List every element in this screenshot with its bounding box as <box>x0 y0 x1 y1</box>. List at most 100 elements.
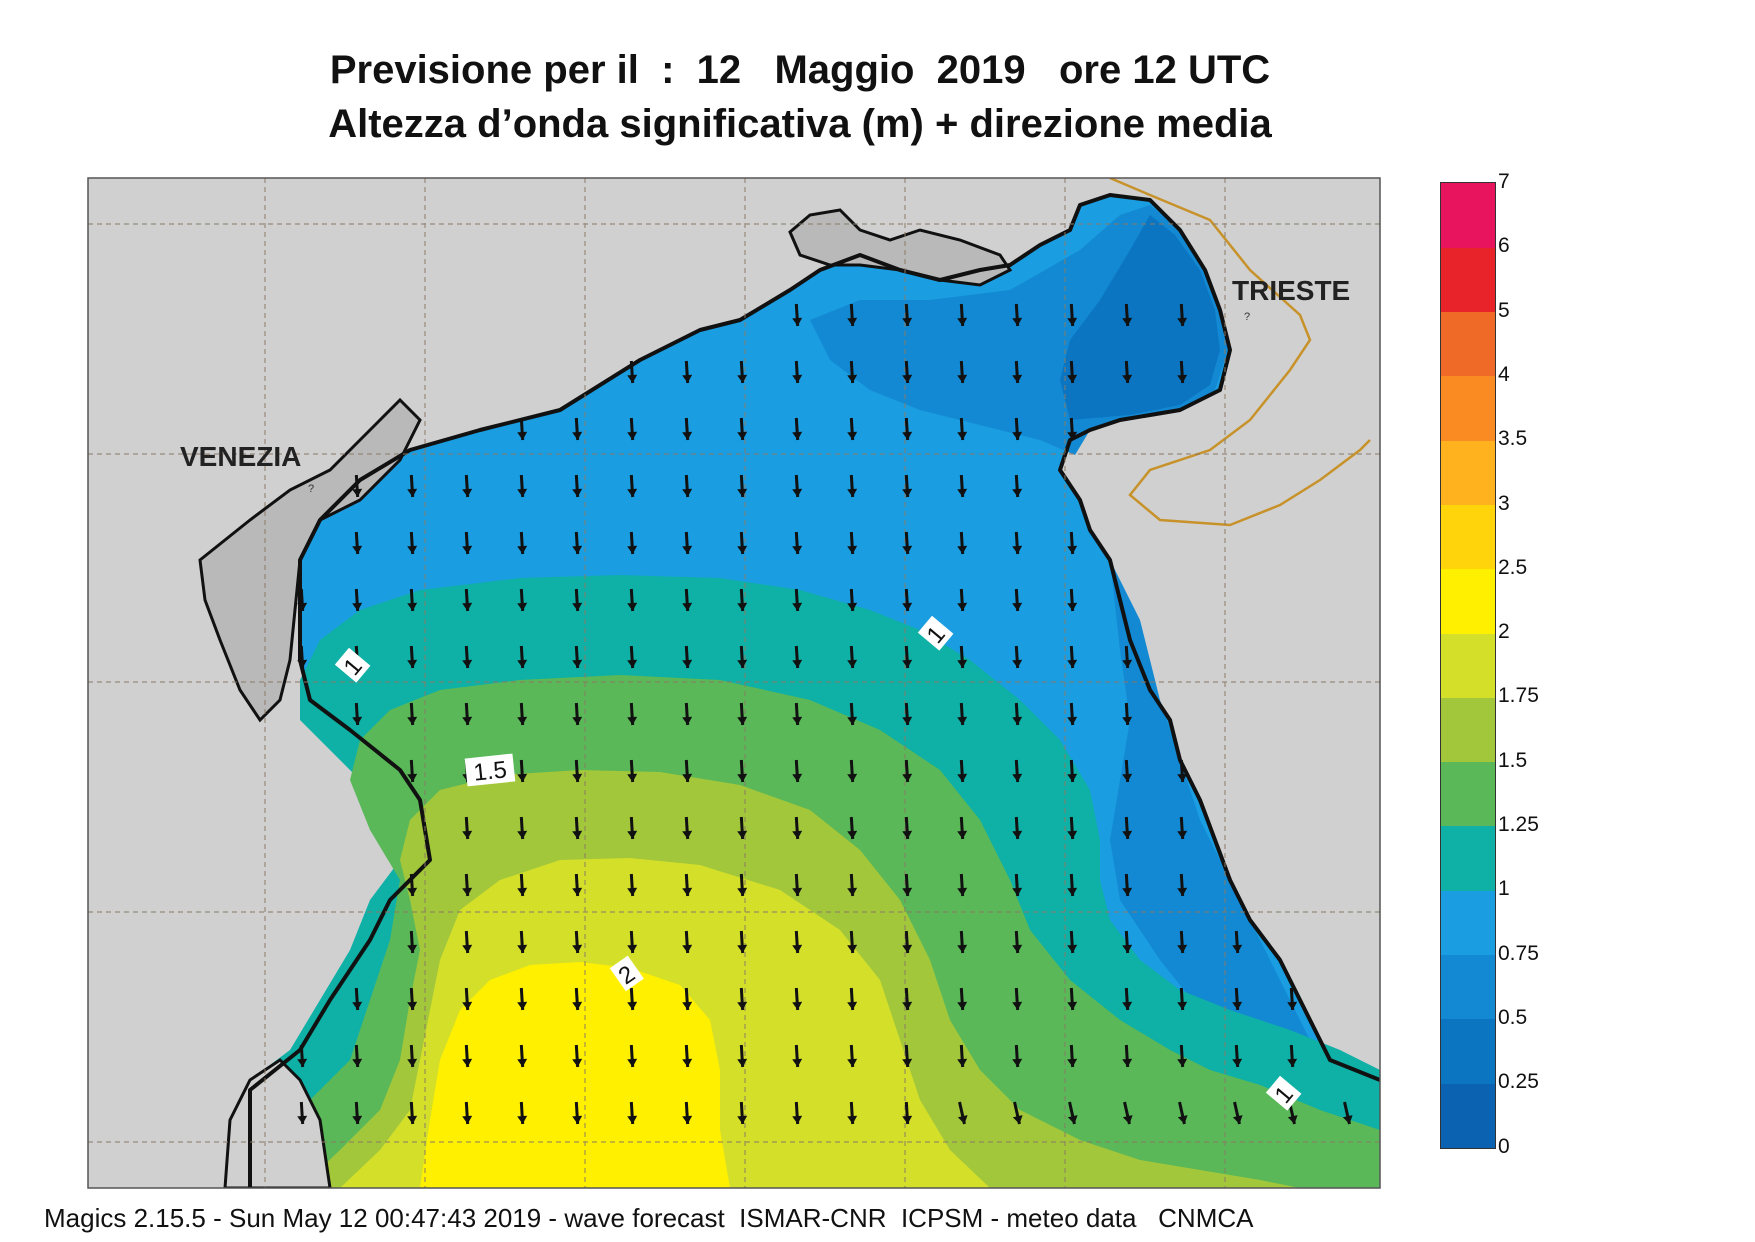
wave-arrow <box>902 873 913 897</box>
wave-arrow <box>462 645 473 669</box>
wave-arrow <box>957 930 968 954</box>
wave-arrow <box>1177 987 1188 1011</box>
wave-arrow <box>352 1044 363 1068</box>
place-label-trieste: TRIESTE <box>1232 275 1350 306</box>
sea-band-0.25 <box>1060 215 1220 420</box>
wave-arrow <box>517 759 528 783</box>
wave-arrow <box>847 417 858 441</box>
legend-value: 4 <box>1498 362 1510 386</box>
wave-arrow <box>1122 873 1133 897</box>
wave-arrow <box>1012 1044 1023 1068</box>
wave-arrow <box>792 816 803 840</box>
wave-arrow <box>407 1044 418 1068</box>
wave-arrow <box>847 531 858 555</box>
wave-arrow <box>517 873 528 897</box>
wave-arrow <box>627 873 638 897</box>
wave-arrow <box>792 588 803 612</box>
wave-arrow <box>682 531 693 555</box>
wave-arrow <box>1122 303 1133 327</box>
wave-arrow <box>1067 303 1078 327</box>
wave-arrow <box>572 1101 583 1125</box>
wave-arrow <box>462 474 473 498</box>
wave-arrow <box>957 987 968 1011</box>
wave-arrow <box>847 702 858 726</box>
legend-swatch <box>1441 504 1495 570</box>
wave-arrow <box>847 645 858 669</box>
wave-arrow <box>1122 987 1133 1011</box>
legend-swatch <box>1441 375 1495 441</box>
wave-arrow <box>517 588 528 612</box>
legend-value: 0.75 <box>1498 941 1539 965</box>
wave-arrow <box>682 702 693 726</box>
wave-arrow <box>792 987 803 1011</box>
wave-arrow <box>352 1101 363 1125</box>
legend-swatch <box>1441 311 1495 377</box>
wave-arrow <box>1122 816 1133 840</box>
wave-arrow <box>847 1044 858 1068</box>
wave-arrow <box>1122 360 1133 384</box>
wave-arrow <box>902 360 913 384</box>
wave-arrow <box>1067 360 1078 384</box>
wave-arrow <box>957 1101 968 1125</box>
wave-arrow <box>517 930 528 954</box>
wave-arrow <box>737 816 748 840</box>
footer-credits: Magics 2.15.5 - Sun May 12 00:47:43 2019… <box>44 1203 1254 1233</box>
wave-arrow <box>1067 702 1078 726</box>
wave-arrow <box>1067 531 1078 555</box>
wave-arrow <box>572 702 583 726</box>
wave-arrow <box>1012 474 1023 498</box>
wave-arrow <box>792 1101 803 1125</box>
wave-arrow <box>462 1044 473 1068</box>
wave-arrow <box>1012 303 1023 327</box>
wave-arrow <box>737 417 748 441</box>
legend-value: 0.5 <box>1498 1005 1528 1029</box>
wave-arrow <box>902 303 913 327</box>
wave-arrow <box>1012 531 1023 555</box>
wave-arrow <box>572 987 583 1011</box>
wave-arrow <box>517 645 528 669</box>
wave-arrow <box>407 645 418 669</box>
wave-arrow <box>902 645 913 669</box>
wave-arrow <box>737 474 748 498</box>
wave-arrow <box>1067 816 1078 840</box>
wave-arrow <box>957 759 968 783</box>
wave-arrow <box>462 987 473 1011</box>
wave-arrow <box>1012 759 1023 783</box>
wave-direction-arrows <box>297 303 1353 1125</box>
wave-arrow <box>682 930 693 954</box>
wave-arrow <box>902 1044 913 1068</box>
wave-arrow <box>737 1044 748 1068</box>
wave-arrow <box>957 1044 968 1068</box>
wave-arrow <box>957 303 968 327</box>
wave-arrow <box>572 816 583 840</box>
wave-arrow <box>1177 303 1188 327</box>
wave-arrow <box>847 1101 858 1125</box>
legend-swatch <box>1441 826 1495 891</box>
legend-swatch <box>1441 761 1495 827</box>
wave-arrow <box>792 1044 803 1068</box>
wave-arrow <box>1012 930 1023 954</box>
wave-arrow <box>957 645 968 669</box>
wave-arrow <box>462 588 473 612</box>
wave-arrow <box>462 873 473 897</box>
wave-arrow <box>627 588 638 612</box>
legend-value: 1.75 <box>1498 684 1539 708</box>
wave-arrow <box>462 930 473 954</box>
wave-arrow <box>1177 360 1188 384</box>
wave-arrow <box>902 930 913 954</box>
wave-arrow <box>1012 987 1023 1011</box>
wave-arrow <box>792 531 803 555</box>
wave-arrow <box>847 987 858 1011</box>
wave-arrow <box>462 1101 473 1125</box>
wave-arrow <box>627 930 638 954</box>
wave-arrow <box>792 930 803 954</box>
wave-arrow <box>627 987 638 1011</box>
wave-arrow <box>407 702 418 726</box>
wave-arrow <box>847 930 858 954</box>
wave-arrow <box>1232 1044 1243 1068</box>
wave-arrow <box>572 588 583 612</box>
contour-label-1.5: 1.5 <box>472 756 508 786</box>
wave-arrow <box>517 702 528 726</box>
wave-arrow <box>572 930 583 954</box>
